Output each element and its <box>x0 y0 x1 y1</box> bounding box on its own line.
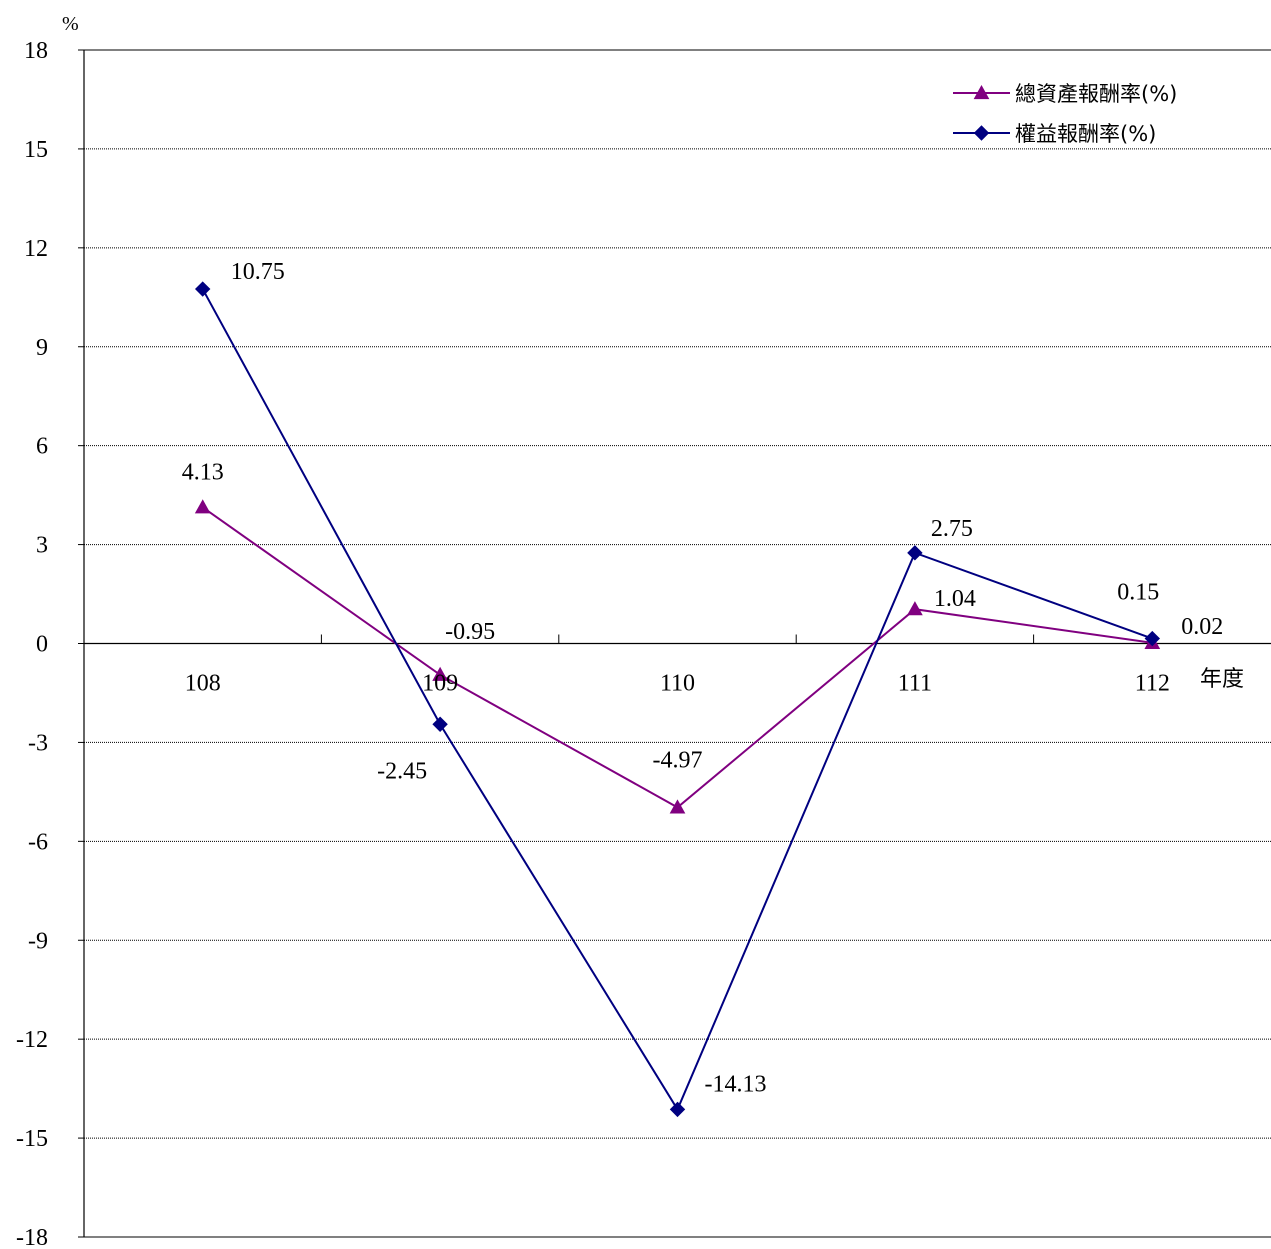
series-line <box>201 288 1153 1112</box>
y-tick-label: 6 <box>36 434 48 460</box>
data-label: -2.45 <box>377 758 427 784</box>
legend-marker <box>973 125 990 141</box>
y-tick-label: -3 <box>28 730 48 756</box>
x-category-label: 110 <box>660 671 695 697</box>
y-tick-label: -15 <box>16 1126 48 1152</box>
x-category-label: 112 <box>1135 671 1170 697</box>
axes <box>78 49 1271 1238</box>
series <box>194 281 1161 1118</box>
x-category-label: 111 <box>898 671 932 697</box>
data-point <box>669 799 686 814</box>
data-label: 10.75 <box>231 259 285 285</box>
data-label: 0.02 <box>1181 614 1223 640</box>
y-unit-label: % <box>62 13 79 35</box>
y-tick-label: -6 <box>28 829 48 855</box>
data-label: -4.97 <box>653 747 703 773</box>
data-label: -0.95 <box>445 619 495 645</box>
y-tick-label: -18 <box>16 1225 48 1249</box>
data-point <box>194 499 211 514</box>
data-label: 4.13 <box>182 459 224 485</box>
data-label: 2.75 <box>931 516 973 542</box>
data-label: 1.04 <box>934 586 976 612</box>
y-tick-label: 12 <box>24 236 48 262</box>
data-point <box>907 601 923 616</box>
data-point <box>1144 630 1161 647</box>
y-tick-label: 15 <box>24 137 48 163</box>
labels: 18 15 12 9 6 3 0 -3 -6 -9 -12 -15 -18 108 109 110 111 112… <box>16 38 1223 1249</box>
data-label: -14.13 <box>705 1071 767 1097</box>
y-tick-label: -12 <box>16 1027 48 1053</box>
data-point <box>669 1101 686 1118</box>
y-tick-label: 3 <box>36 533 48 559</box>
data-point <box>194 281 211 297</box>
legend: 總資產報酬率(%) 權益報酬率(%) <box>953 82 1177 146</box>
legend-item-label: 權益報酬率(%) <box>1015 122 1156 146</box>
legend-item-label: 總資產報酬率(%) <box>1015 82 1177 106</box>
data-point <box>432 666 448 681</box>
x-category-label: 108 <box>185 671 221 697</box>
x-unit-label: 年度 <box>1200 667 1244 692</box>
x-category-label: 109 <box>422 671 458 697</box>
y-tick-label: 18 <box>24 38 48 64</box>
y-tick-label: 0 <box>36 632 48 658</box>
legend-marker <box>973 84 990 100</box>
y-tick-label: 9 <box>36 335 48 361</box>
y-tick-label: -9 <box>28 928 48 954</box>
data-point <box>432 716 448 732</box>
data-point <box>907 545 923 561</box>
data-label: 0.15 <box>1117 580 1159 606</box>
